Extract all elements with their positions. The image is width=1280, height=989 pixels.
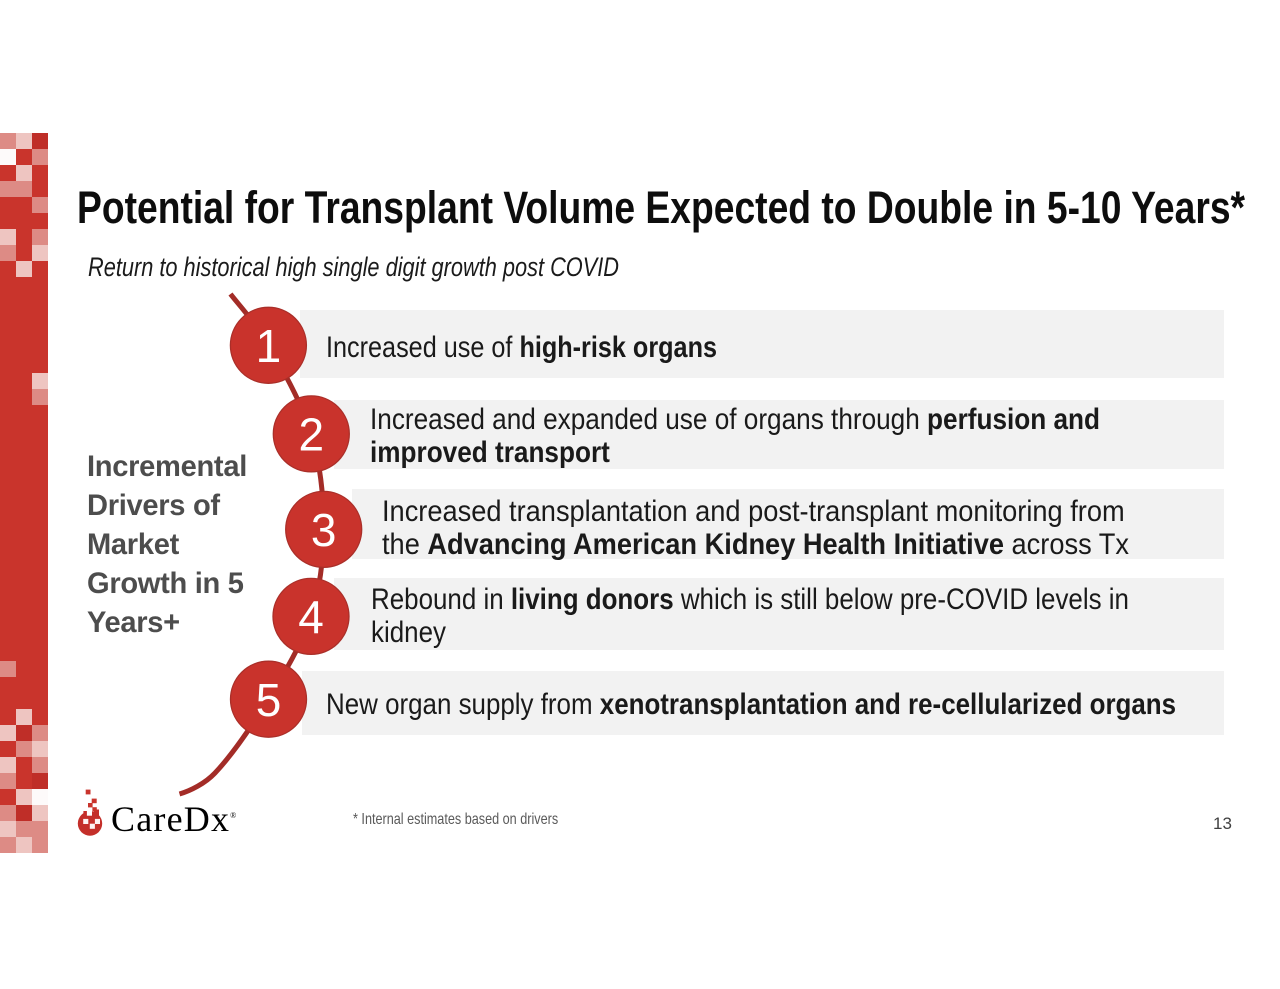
svg-text:1: 1 <box>256 320 282 372</box>
svg-text:3: 3 <box>311 504 337 556</box>
svg-text:5: 5 <box>256 674 282 726</box>
svg-text:4: 4 <box>298 591 324 643</box>
svg-text:2: 2 <box>299 409 325 461</box>
